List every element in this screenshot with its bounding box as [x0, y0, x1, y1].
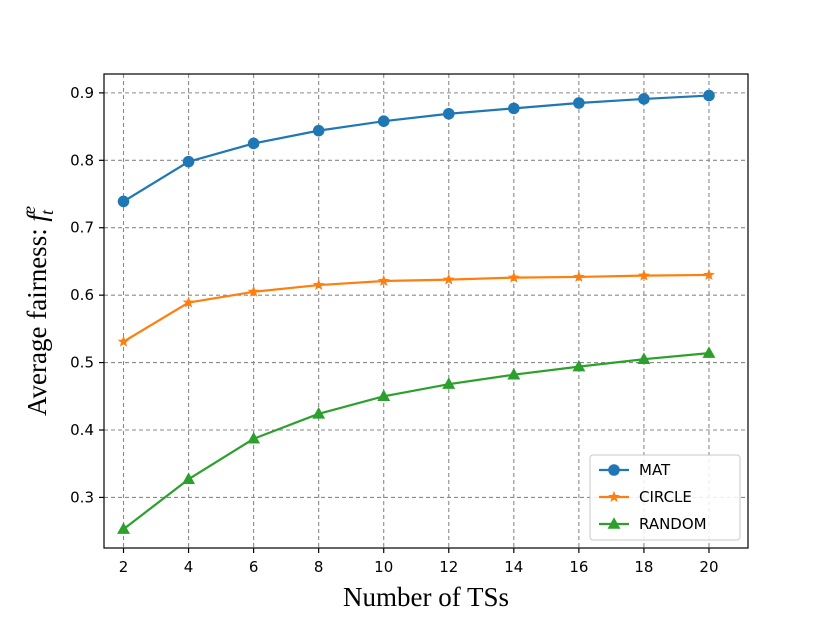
x-tick-label: 4 — [184, 558, 194, 576]
data-point-mat — [247, 137, 260, 150]
data-point-random — [442, 377, 456, 389]
data-point-circle — [117, 335, 130, 347]
data-point-circle — [182, 296, 195, 308]
data-point-circle — [703, 268, 715, 280]
data-point-random — [507, 367, 521, 380]
legend-item-mat: MAT — [599, 461, 671, 479]
data-point-random — [702, 346, 716, 358]
legend-swatch-marker — [607, 517, 621, 529]
data-point-circle — [507, 271, 520, 283]
y-tick-label: 0.6 — [70, 286, 94, 304]
series-line-mat — [122, 94, 710, 203]
data-point-circle — [312, 278, 325, 291]
y-axis-title: Average fairness: fet — [19, 206, 57, 416]
x-tick-label: 8 — [314, 558, 324, 576]
y-axis-title-subscript: t — [37, 209, 57, 215]
series-random — [117, 346, 716, 534]
x-axis-title: Number of TSs — [343, 582, 509, 612]
data-point-mat — [508, 102, 520, 115]
series-circle — [117, 268, 715, 347]
data-point-random — [182, 472, 196, 484]
series-mat — [117, 89, 715, 208]
data-point-mat — [117, 195, 130, 208]
legend-swatch-marker — [608, 490, 620, 503]
data-point-mat — [312, 124, 325, 137]
data-point-mat — [377, 115, 390, 127]
grid-lines — [104, 74, 748, 548]
legend-swatch-marker — [608, 464, 620, 476]
legend: MAT CIRCLE RANDOM — [589, 454, 741, 541]
x-tick-label: 20 — [699, 558, 718, 576]
data-point-random — [377, 389, 391, 402]
y-tick-label: 0.3 — [70, 488, 94, 506]
data-point-circle — [377, 274, 390, 287]
data-point-circle — [572, 270, 585, 282]
y-tick-label: 0.8 — [70, 151, 94, 169]
x-tick-label: 6 — [249, 558, 259, 576]
x-tick-label: 2 — [119, 558, 129, 576]
x-tick-label: 16 — [569, 558, 588, 576]
data-point-circle — [638, 269, 650, 281]
y-axis-title-superscript: e — [19, 206, 39, 214]
y-axis-title-symbol: f — [22, 211, 52, 222]
axis-ticks: 2 4 6 8 10 12 14 16 18 20 0.3 0.4 0.5 0.6 0.7 0.8 0.9 — [70, 84, 718, 576]
x-tick-label: 12 — [439, 558, 458, 576]
series-line-random — [122, 352, 710, 530]
legend-label: CIRCLE — [639, 488, 692, 506]
plot-frame — [103, 73, 749, 549]
data-point-random — [247, 431, 261, 444]
legend-label: RANDOM — [639, 515, 707, 533]
legend-item-random: RANDOM — [599, 515, 707, 533]
x-tick-label: 18 — [634, 558, 653, 576]
data-point-random — [637, 352, 651, 364]
data-point-mat — [182, 155, 195, 168]
x-tick-label: 10 — [374, 558, 393, 576]
data-point-random — [117, 522, 130, 534]
data-point-circle — [247, 285, 260, 297]
data-point-random — [572, 359, 586, 372]
legend-box — [589, 454, 741, 541]
data-point-mat — [442, 107, 455, 120]
data-point-mat — [703, 89, 715, 102]
y-tick-label: 0.5 — [70, 354, 94, 372]
y-tick-label: 0.7 — [70, 219, 94, 237]
y-axis-title-text: Average fairness: — [22, 222, 52, 416]
x-tick-label: 14 — [504, 558, 523, 576]
legend-label: MAT — [639, 461, 671, 479]
data-point-circle — [442, 273, 455, 285]
data-point-mat — [638, 93, 650, 105]
data-point-random — [312, 407, 326, 419]
series-line-circle — [122, 273, 709, 343]
series-layer — [117, 89, 716, 534]
y-tick-label: 0.4 — [70, 421, 94, 439]
data-point-mat — [573, 97, 585, 109]
legend-item-circle: CIRCLE — [599, 488, 692, 506]
y-tick-label: 0.9 — [70, 84, 94, 102]
